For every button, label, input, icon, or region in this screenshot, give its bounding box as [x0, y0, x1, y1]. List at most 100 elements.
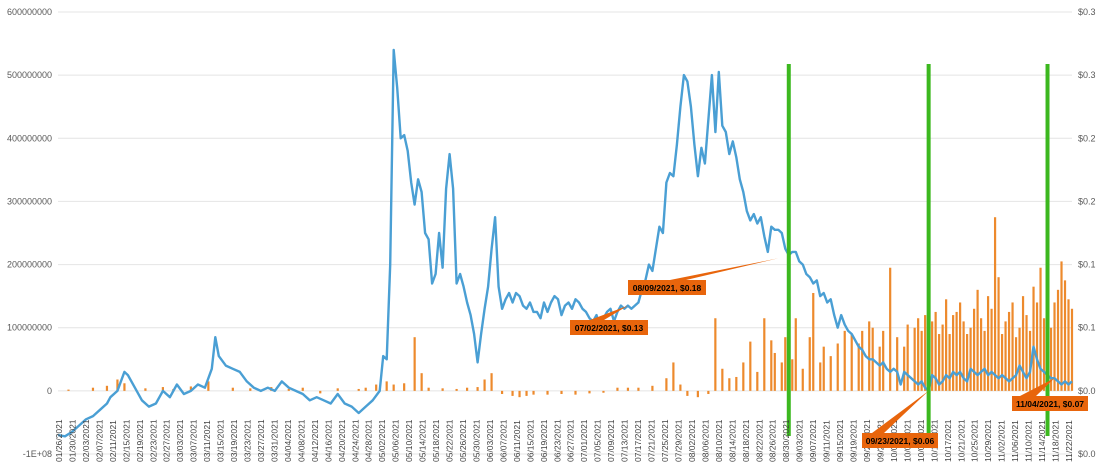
- x-axis-tick-label: 02/11/2021: [108, 420, 118, 462]
- x-axis-tick-label: 08/06/2021: [700, 419, 710, 462]
- x-axis-tick-label: 11/10/2021: [1024, 420, 1034, 462]
- x-axis-tick-label: 09/07/2021: [808, 419, 818, 462]
- callout-box: [1012, 396, 1088, 411]
- price-line-layer: [57, 48, 1073, 438]
- x-axis-tick-label: 09/11/2021: [822, 420, 832, 462]
- x-axis-tick-label: 03/27/2021: [256, 419, 266, 462]
- volume-bar: [819, 362, 822, 391]
- x-axis-tick-label: 02/15/2021: [121, 419, 131, 462]
- volume-bar: [364, 387, 367, 391]
- volume-bar: [913, 327, 916, 391]
- x-axis-tick-label: 06/03/2021: [485, 419, 495, 462]
- volume-bar: [997, 277, 1000, 391]
- x-axis-tick-label: 05/22/2021: [445, 419, 455, 462]
- callout-pointer: [590, 305, 628, 320]
- volume-bar: [1007, 311, 1011, 391]
- right-axis-tick-label: $0.1: [1078, 323, 1096, 333]
- volume-bar: [560, 390, 563, 395]
- callouts: 07/02/2021, $0.13 08/09/2021, $0.18 09/23/…: [570, 258, 1088, 448]
- volume-bar: [763, 318, 766, 391]
- volume-bar: [990, 308, 993, 391]
- right-axis-tick-label: $0.2: [1078, 133, 1096, 143]
- volume-bar: [969, 327, 972, 391]
- right-axis-tick-label: $0.3: [1078, 7, 1096, 17]
- x-axis-tick-label: 06/23/2021: [552, 419, 562, 462]
- volume-bar: [1011, 302, 1014, 391]
- x-axis-tick-label: 09/15/2021: [835, 419, 845, 462]
- volume-bar: [1018, 327, 1021, 391]
- volume-bar: [993, 217, 997, 391]
- volume-bar: [336, 388, 339, 391]
- volume-bar: [878, 346, 881, 391]
- x-axis-tick-label: 10/25/2021: [970, 419, 980, 462]
- volume-bar: [465, 387, 469, 391]
- vertical-marker: [926, 64, 931, 436]
- volume-bar: [791, 359, 794, 391]
- volume-bar: [868, 321, 871, 391]
- volume-bar: [301, 387, 304, 391]
- x-axis-tick-label: 03/31/2021: [269, 419, 279, 462]
- x-axis-tick-label: 11/18/2021: [1051, 420, 1061, 462]
- volume-bar: [938, 334, 941, 391]
- volume-bar: [616, 387, 619, 391]
- volume-bar: [1021, 296, 1025, 391]
- x-axis-tick-label: 04/04/2021: [283, 419, 293, 462]
- x-axis-tick-label: 08/14/2021: [727, 419, 737, 462]
- volume-bar: [455, 388, 458, 391]
- right-axis-tick-label: $0.2: [1078, 196, 1096, 206]
- x-axis-tick-label: 06/27/2021: [566, 419, 576, 462]
- volume-bar: [920, 330, 923, 391]
- callout-label: 07/02/2021, $0.13: [575, 323, 644, 333]
- x-axis-tick-label: 07/09/2021: [606, 419, 616, 462]
- volume-bar: [1042, 318, 1046, 391]
- volume-bar: [952, 315, 955, 391]
- volume-bar: [1014, 337, 1018, 391]
- x-axis-tick-label: 07/25/2021: [660, 419, 670, 462]
- volume-bar: [1028, 330, 1032, 391]
- x-axis-tick-label: 10/21/2021: [956, 419, 966, 462]
- callout-label: 09/23/2021, $0.06: [866, 436, 935, 446]
- x-axis-tick-label: 03/23/2021: [243, 419, 253, 462]
- volume-bar: [889, 267, 892, 391]
- volume-bar: [602, 390, 605, 393]
- x-axis-tick-label: 01/26/2021: [54, 419, 64, 462]
- price-line: [57, 48, 1073, 438]
- volume-bar: [518, 390, 521, 398]
- volume-bar: [843, 330, 846, 391]
- x-axis-tick-label: 05/10/2021: [404, 419, 414, 462]
- x-axis-tick-label: 04/12/2021: [310, 419, 320, 462]
- x-axis-tick-label: 03/07/2021: [189, 419, 199, 462]
- x-axis-tick-label: 07/21/2021: [647, 419, 657, 462]
- volume-bar: [1070, 308, 1074, 391]
- volume-bar: [420, 373, 423, 391]
- volume-bar: [161, 387, 164, 391]
- volume-bar: [357, 388, 360, 391]
- volume-bar: [966, 334, 969, 391]
- volume-bar: [801, 368, 804, 391]
- x-axis-tick-label: 07/29/2021: [673, 419, 683, 462]
- volume-bar: [773, 352, 776, 391]
- callout-box: [570, 320, 648, 335]
- price-callout: 08/09/2021, $0.18: [628, 258, 779, 295]
- x-axis-tick-label: 05/18/2021: [431, 419, 441, 462]
- x-axis-tick-label: 10/17/2021: [943, 419, 953, 462]
- left-axis-tick-label: 500000000: [7, 70, 52, 80]
- x-axis-tick-label: 03/15/2021: [216, 419, 226, 462]
- x-axis-tick-label: 04/20/2021: [337, 419, 347, 462]
- x-axis-tick-label: 06/19/2021: [539, 419, 549, 462]
- volume-bar: [1053, 302, 1056, 391]
- volume-bar: [728, 378, 731, 391]
- volume-bar: [231, 387, 234, 391]
- gridlines: [58, 11, 1072, 455]
- x-axis-tick-label: 05/30/2021: [471, 419, 481, 462]
- x-axis-tick-label: 03/11/2021: [202, 420, 212, 462]
- x-axis-tick-label: 05/26/2021: [458, 419, 468, 462]
- volume-bar: [483, 379, 486, 391]
- x-axis-tick-label: 01/30/2021: [67, 419, 77, 462]
- volume-bar: [511, 390, 514, 396]
- volume-bar: [1049, 327, 1053, 391]
- volume-bar: [1067, 299, 1070, 391]
- x-axis-tick-label: 07/17/2021: [633, 419, 643, 462]
- x-axis-tick-label: 02/03/2021: [81, 419, 91, 462]
